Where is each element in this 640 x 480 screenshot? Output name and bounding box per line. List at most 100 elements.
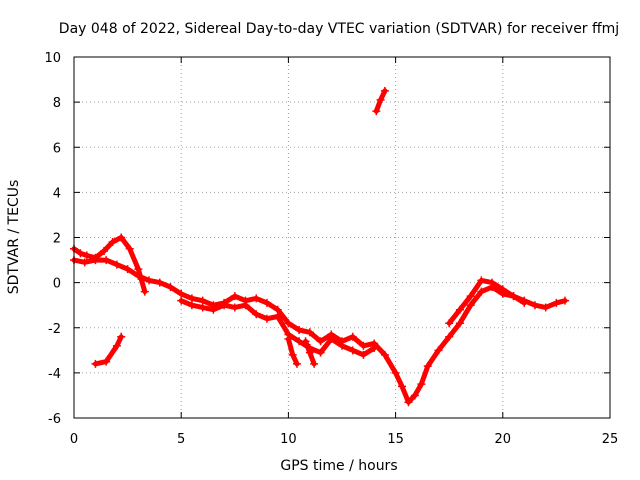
data-point [316, 337, 325, 346]
x-tick-label: 20 [495, 432, 512, 447]
data-point [560, 296, 569, 305]
data-point [230, 303, 239, 312]
data-point [477, 287, 486, 296]
data-point [117, 332, 126, 341]
data-point [134, 271, 143, 280]
grid [74, 57, 610, 418]
axis-ticks: 0 5 10 15 20 25 -6 -4 -2 0 2 4 6 8 10 [44, 51, 618, 447]
x-tick-label: 10 [280, 432, 297, 447]
data-point [391, 368, 400, 377]
data-point [284, 335, 293, 344]
series-line [92, 334, 124, 367]
data-point [380, 86, 389, 95]
data-series-track-c [177, 296, 379, 359]
data-point [117, 233, 126, 242]
data-point [187, 301, 196, 310]
data-point [288, 350, 297, 359]
data-series-track-g [91, 332, 126, 368]
data-point [209, 305, 218, 314]
data-point [177, 289, 186, 298]
data-point [91, 256, 100, 265]
series-line [446, 277, 527, 326]
data-point [423, 362, 432, 371]
data-point [187, 294, 196, 303]
data-series-track-h [372, 86, 389, 116]
data-point [140, 287, 149, 296]
data-point [134, 265, 143, 274]
y-tick-label: 4 [53, 186, 61, 201]
data-point [295, 326, 304, 335]
data-point [310, 359, 319, 368]
data-point [455, 319, 464, 328]
data-series-track-b [70, 256, 569, 407]
x-tick-label: 15 [387, 432, 404, 447]
data-point [348, 346, 357, 355]
data-point [102, 357, 111, 366]
data-point [112, 341, 121, 350]
data-point [91, 359, 100, 368]
data-point [541, 303, 550, 312]
data-point [112, 260, 121, 269]
data-point [327, 335, 336, 344]
data-point [520, 298, 529, 307]
y-tick-label: 2 [53, 232, 61, 247]
data-point [262, 298, 271, 307]
y-tick-label: 6 [53, 141, 61, 156]
data-point [177, 296, 186, 305]
data-point [410, 391, 419, 400]
y-axis-label: SDTVAR / TECUs [6, 180, 22, 295]
data-point [305, 348, 314, 357]
data-point [466, 292, 475, 301]
data-point [220, 301, 229, 310]
data-point [445, 332, 454, 341]
data-point [305, 328, 314, 337]
y-tick-label: -6 [48, 412, 61, 427]
data-point [102, 256, 111, 265]
data-point [82, 251, 91, 260]
x-tick-label: 0 [70, 432, 78, 447]
data-point [466, 301, 475, 310]
data-point [241, 301, 250, 310]
data-point [359, 341, 368, 350]
data-point [376, 95, 385, 104]
data-point [509, 292, 518, 301]
data-point [155, 278, 164, 287]
data-point [498, 285, 507, 294]
data-point [488, 278, 497, 287]
data-point [530, 301, 539, 310]
data-point [477, 276, 486, 285]
data-point [359, 350, 368, 359]
data-point [262, 314, 271, 323]
data-point [198, 296, 207, 305]
data-series-track-e [301, 337, 319, 368]
data-series-track-d [284, 335, 301, 368]
data-point [145, 276, 154, 285]
data-point [552, 298, 561, 307]
data-series-track-a [70, 233, 149, 296]
data-point [445, 319, 454, 328]
data-point [284, 319, 293, 328]
data-point [273, 305, 282, 314]
data-point [417, 380, 426, 389]
x-tick-label: 5 [177, 432, 185, 447]
data-point [198, 303, 207, 312]
data-point [80, 258, 89, 267]
chart-title: Day 048 of 2022, Sidereal Day-to-day VTE… [59, 21, 619, 37]
data-point [230, 292, 239, 301]
data-point [301, 337, 310, 346]
y-tick-label: 10 [44, 51, 61, 66]
data-point [316, 348, 325, 357]
data-point [166, 283, 175, 292]
data-series-group [70, 86, 569, 407]
y-tick-label: -4 [48, 367, 61, 382]
data-point [125, 244, 134, 253]
data-point [100, 247, 109, 256]
data-point [108, 238, 117, 247]
data-point [398, 382, 407, 391]
data-series-track-f [445, 276, 529, 328]
data-point [434, 346, 443, 355]
data-point [370, 344, 379, 353]
data-point [455, 305, 464, 314]
data-point [380, 350, 389, 359]
